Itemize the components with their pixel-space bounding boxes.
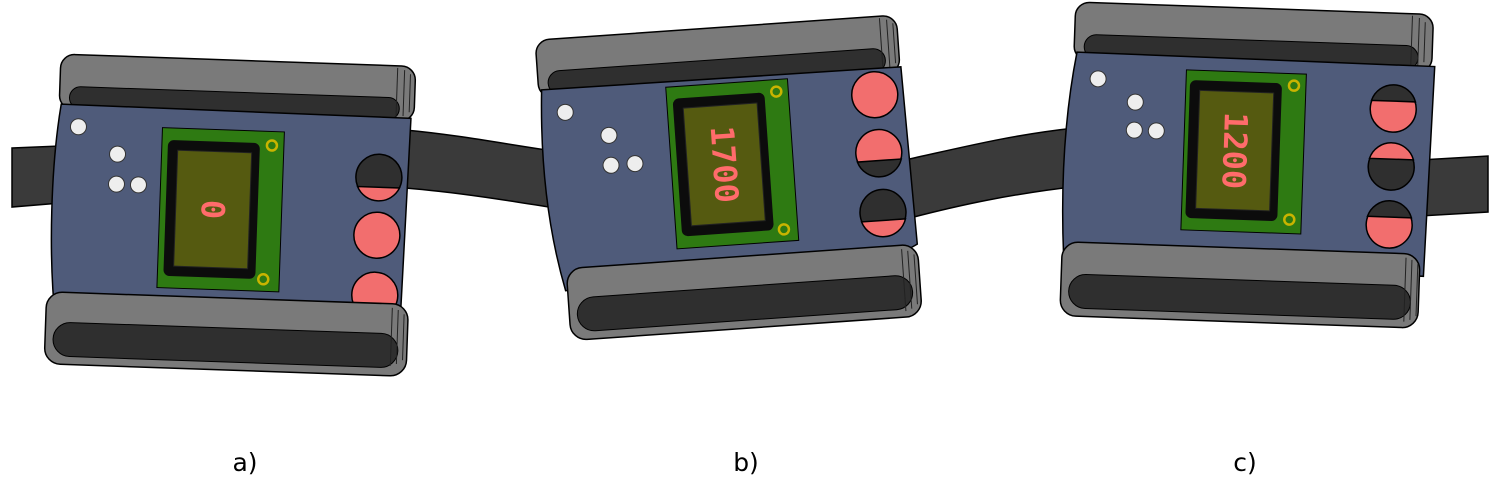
screw-icon: [1126, 93, 1144, 111]
buttons: [1365, 84, 1417, 249]
top-bumper: [58, 53, 417, 122]
device-c: 1200: [1059, 1, 1436, 329]
mount-hole-icon: [777, 223, 791, 236]
strap-segment-a-b: [404, 129, 561, 209]
bottom-bumper: [43, 291, 409, 377]
strap-segment-b-c: [904, 127, 1081, 219]
button-top[interactable]: [355, 153, 403, 202]
strap-right-end: [1419, 155, 1489, 217]
caption-a: a): [232, 448, 258, 477]
screw-icon: [109, 145, 127, 163]
button-middle[interactable]: [1367, 142, 1415, 191]
screw-icon: [69, 118, 87, 136]
bottom-bumper: [566, 244, 922, 341]
mount-hole-icon: [1283, 213, 1296, 226]
buttons: [850, 70, 907, 238]
bottom-bumper: [1059, 241, 1421, 329]
screw-icon: [556, 103, 574, 121]
button-top[interactable]: [850, 70, 899, 119]
lcd-module: 1700: [665, 78, 800, 250]
lcd-module: 1200: [1180, 69, 1307, 235]
screws: [69, 118, 147, 194]
screw-icon: [107, 175, 125, 193]
device-a: 0: [43, 53, 417, 377]
mount-hole-icon: [265, 139, 279, 152]
mount-hole-icon: [1287, 79, 1301, 92]
mount-hole-icon: [257, 273, 270, 286]
screw-icon: [600, 126, 618, 144]
screw-icon: [602, 156, 620, 174]
lcd-display-value: 1200: [1214, 111, 1255, 189]
button-bottom[interactable]: [858, 188, 907, 238]
screw-icon: [1147, 122, 1165, 140]
lcd-display-value: 1700: [703, 125, 746, 205]
screw-icon: [1125, 121, 1143, 139]
strap: [11, 127, 1489, 219]
screws: [556, 103, 644, 174]
lcd-display-value: 0: [193, 199, 232, 220]
mount-hole-icon: [770, 85, 783, 98]
buttons: [351, 153, 403, 319]
button-top[interactable]: [1369, 84, 1417, 133]
screw-icon: [129, 176, 147, 194]
button-middle[interactable]: [854, 128, 903, 178]
lcd-module: 0: [156, 127, 285, 293]
screw-icon: [626, 155, 644, 173]
caption-b: b): [733, 448, 759, 477]
screw-icon: [1089, 70, 1107, 88]
button-bottom[interactable]: [1365, 200, 1413, 249]
caption-c: c): [1233, 448, 1257, 477]
device-b: 1700: [535, 15, 922, 341]
screws: [1089, 70, 1165, 140]
button-middle[interactable]: [353, 211, 401, 259]
